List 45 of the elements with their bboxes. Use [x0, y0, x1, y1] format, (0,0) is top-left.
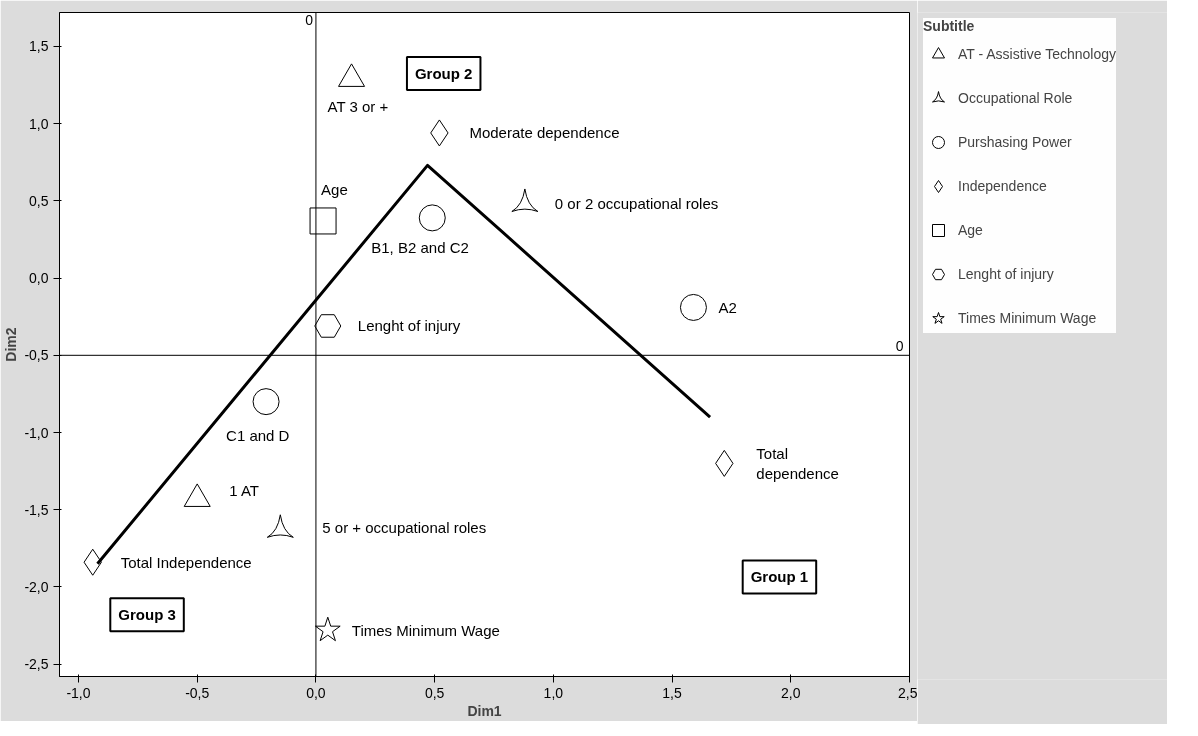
x-axis-title: Dim1 — [467, 702, 502, 719]
y-tick-label: 0,0 — [29, 270, 49, 287]
legend-label: Lenght of injury — [958, 266, 1054, 282]
annotation: C1 and D — [226, 427, 290, 445]
legend-title: Subtitle — [923, 18, 976, 34]
annotation: A2 — [718, 298, 737, 316]
legend-label: Independence — [958, 178, 1047, 194]
x-tick-label: 1,5 — [662, 684, 683, 701]
annotation: Lenght of injury — [357, 317, 461, 335]
y-axis-title: Dim2 — [3, 327, 20, 362]
annotation: Group 2 — [414, 65, 473, 83]
y-tick-label: 0,5 — [29, 192, 49, 209]
legend-label: AT - Assistive Technology — [958, 46, 1116, 62]
annotation: Times Minimum Wage — [351, 621, 500, 639]
x-tick-label: -1,0 — [66, 684, 91, 701]
x-tick-label: 0,5 — [424, 684, 445, 701]
y-tick-label: -2,0 — [24, 578, 49, 595]
annotation: AT 3 or + — [327, 98, 389, 116]
annotation: 0 or 2 occupational roles — [554, 195, 719, 213]
legend-label: Age — [958, 222, 983, 238]
ref-line-label: 0 — [895, 338, 904, 355]
x-tick-label: 2,0 — [781, 684, 801, 701]
annotation: 1 AT — [229, 482, 259, 500]
annotation: Group 1 — [750, 568, 809, 586]
y-tick-label: 1,5 — [29, 38, 49, 55]
x-tick-label: 1,0 — [543, 684, 564, 701]
legend-label: Times Minimum Wage — [958, 310, 1097, 326]
y-tick-label: -1,0 — [24, 424, 49, 441]
x-tick-label: -0,5 — [185, 684, 210, 701]
x-tick-label: 2,5 — [898, 684, 918, 701]
annotation: B1, B2 and C2 — [371, 239, 469, 257]
annotation: Total Independence — [120, 553, 252, 571]
y-tick-label: -1,5 — [24, 501, 49, 518]
x-tick-label: 0,0 — [306, 684, 326, 701]
annotation: Age — [321, 181, 348, 199]
legend-label: Purshasing Power — [958, 134, 1072, 150]
y-tick-label: 1,0 — [29, 115, 49, 132]
annotation: Total dependence — [756, 444, 839, 483]
y-tick-label: -2,5 — [24, 656, 49, 673]
annotation: Group 3 — [118, 606, 176, 624]
ref-line-label: 0 — [305, 11, 314, 28]
annotation: Moderate dependence — [469, 124, 620, 142]
y-tick-label: -0,5 — [24, 347, 49, 364]
legend-label: Occupational Role — [958, 90, 1073, 106]
annotation: 5 or + occupational roles — [322, 519, 487, 537]
